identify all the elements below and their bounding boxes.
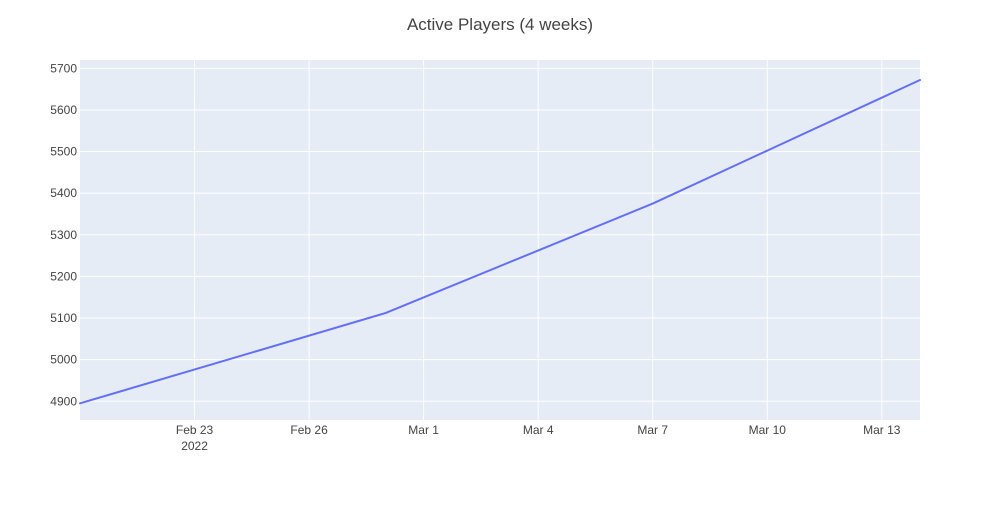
x-tick-label: Feb 23 <box>176 423 214 437</box>
series-layer <box>79 78 921 405</box>
y-tick-label: 5400 <box>50 186 77 200</box>
y-tick-label: 5600 <box>50 103 77 117</box>
x-tick-label: Feb 26 <box>290 423 328 437</box>
x-tick-label: Mar 4 <box>523 423 554 437</box>
y-tick-label: 5300 <box>50 228 77 242</box>
y-tick-label: 4900 <box>50 394 77 408</box>
x-tick-label: Mar 10 <box>749 423 787 437</box>
x-tick-label: Mar 7 <box>637 423 668 437</box>
y-tick-label: 5000 <box>50 353 77 367</box>
chart-title: Active Players (4 weeks) <box>407 15 593 34</box>
series-line <box>79 78 921 405</box>
y-axis-tick-labels: 4900 5000 5100 5200 5300 5400 5500 5600 5700 <box>50 61 77 408</box>
y-tick-label: 5500 <box>50 145 77 159</box>
x-tick-year-label: 2022 <box>181 439 208 453</box>
y-tick-label: 5700 <box>50 61 77 75</box>
y-tick-label: 5200 <box>50 269 77 283</box>
y-tick-label: 5100 <box>50 311 77 325</box>
x-tick-label: Mar 13 <box>863 423 901 437</box>
x-tick-label: Mar 1 <box>408 423 439 437</box>
y-gridlines <box>80 67 920 402</box>
x-axis-tick-labels: Feb 23 2022 Feb 26 Mar 1 Mar 4 Mar 7 Mar 10 Mar… <box>176 423 901 453</box>
